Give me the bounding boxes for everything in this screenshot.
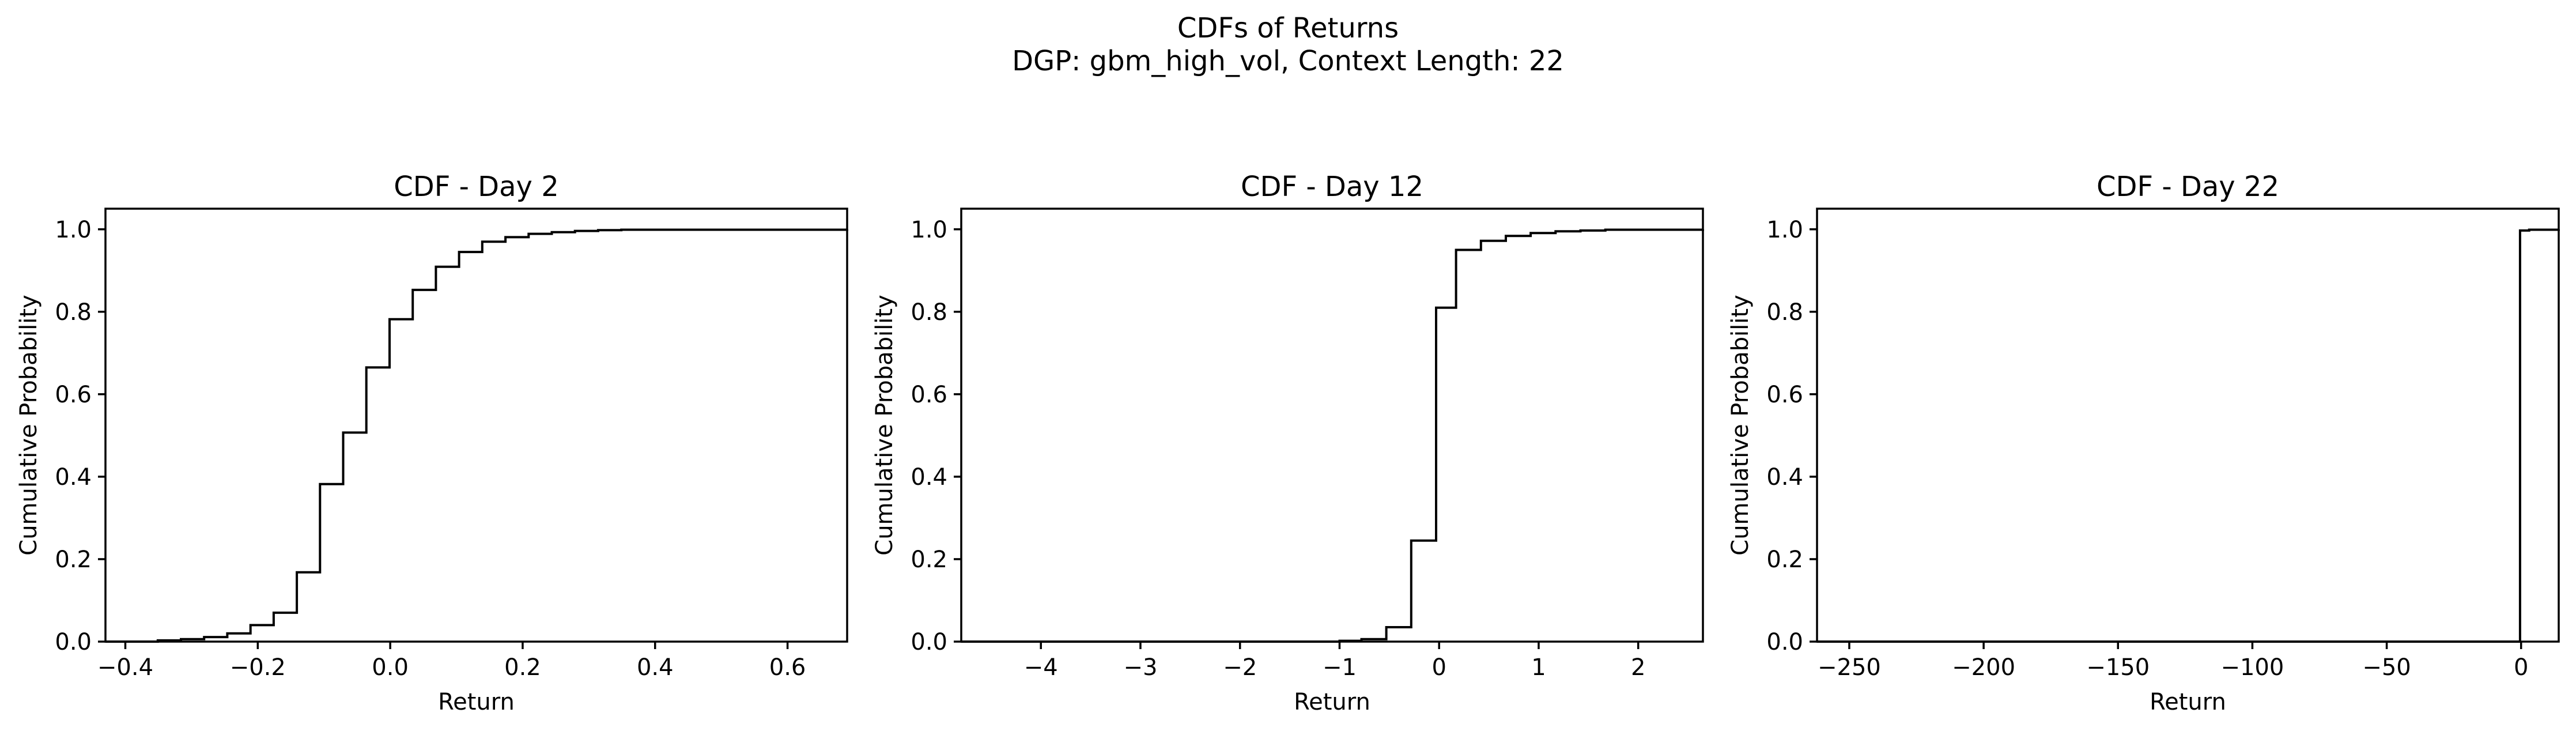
- y-tick-label: 0.0: [911, 629, 947, 655]
- y-tick-label: 0.0: [1766, 629, 1803, 655]
- x-tick-label: 1: [1531, 654, 1546, 681]
- x-axis-label: Return: [1294, 689, 1370, 715]
- x-tick-label: 0.2: [504, 654, 541, 681]
- x-tick-label: −150: [2086, 654, 2150, 681]
- subplot-title: CDF - Day 12: [1241, 171, 1423, 203]
- axes-frame: [960, 208, 1704, 643]
- axes-frame: [104, 208, 848, 643]
- subplot-day-22: CDF - Day 22 Return Cumulative Probabili…: [1727, 171, 2560, 715]
- y-tick-label: 1.0: [911, 217, 947, 243]
- x-tick-label: −100: [2220, 654, 2284, 681]
- x-tick-label: −2: [1223, 654, 1257, 681]
- subplot-title: CDF - Day 2: [394, 171, 559, 203]
- y-axis-label: Cumulative Probability: [871, 295, 898, 555]
- x-axis-label: Return: [438, 689, 515, 715]
- y-tick-label: 0.4: [911, 464, 947, 491]
- y-tick-label: 0.8: [1766, 299, 1803, 326]
- x-tick-label: −50: [2362, 654, 2411, 681]
- y-tick-label: 1.0: [1766, 217, 1803, 243]
- x-tick-label: −0.4: [97, 654, 153, 681]
- cdf-step-line: [105, 228, 848, 643]
- cdf-step-line: [961, 228, 1704, 643]
- y-tick-label: 1.0: [55, 217, 92, 243]
- axes-frame: [1816, 208, 2560, 643]
- y-tick-label: 0.2: [55, 546, 92, 573]
- y-tick-label: 0.6: [1766, 382, 1803, 408]
- x-tick-label: 0: [2514, 654, 2528, 681]
- x-tick-label: −1: [1323, 654, 1357, 681]
- subplot-title: CDF - Day 22: [2097, 171, 2279, 203]
- y-tick-label: 0.6: [55, 382, 92, 408]
- y-tick-label: 0.6: [911, 382, 947, 408]
- x-tick-label: 0: [1431, 654, 1446, 681]
- y-axis-label: Cumulative Probability: [16, 295, 42, 555]
- x-tick-label: −0.2: [230, 654, 286, 681]
- y-tick-label: 0.8: [55, 299, 92, 326]
- y-tick-label: 0.0: [55, 629, 92, 655]
- subplot-day-2: CDF - Day 2 Return Cumulative Probabilit…: [16, 171, 848, 715]
- figure-suptitle-line1: CDFs of Returns: [1177, 12, 1399, 44]
- subplot-day-12: CDF - Day 12 Return Cumulative Probabili…: [871, 171, 1704, 715]
- y-tick-label: 0.2: [1766, 546, 1803, 573]
- x-tick-label: −3: [1123, 654, 1157, 681]
- x-tick-label: −200: [1952, 654, 2015, 681]
- x-tick-label: 0.4: [637, 654, 674, 681]
- x-axis-label: Return: [2150, 689, 2226, 715]
- x-tick-label: −250: [1818, 654, 1881, 681]
- y-tick-label: 0.8: [911, 299, 947, 326]
- y-tick-label: 0.4: [1766, 464, 1803, 491]
- figure-suptitle-line2: DGP: gbm_high_vol, Context Length: 22: [1012, 45, 1564, 77]
- x-tick-label: 2: [1631, 654, 1645, 681]
- y-axis-label: Cumulative Probability: [1727, 295, 1754, 555]
- y-tick-label: 0.4: [55, 464, 92, 491]
- y-tick-label: 0.2: [911, 546, 947, 573]
- x-tick-label: −4: [1024, 654, 1058, 681]
- x-tick-label: 0.6: [769, 654, 806, 681]
- x-tick-label: 0.0: [372, 654, 409, 681]
